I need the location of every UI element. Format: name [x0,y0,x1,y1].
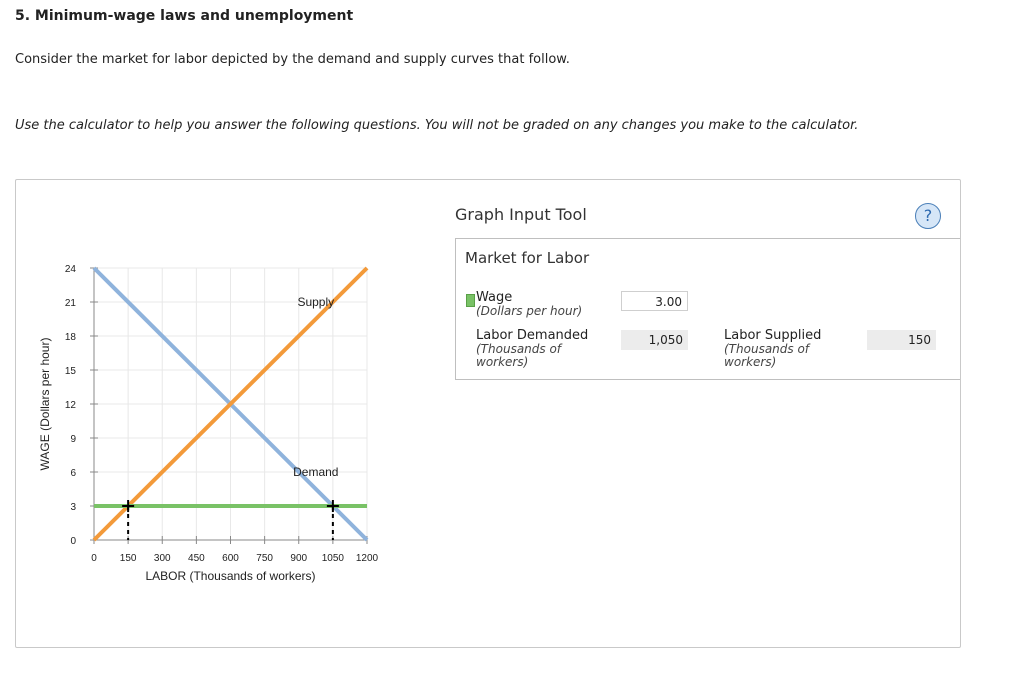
y-tick-label: 9 [70,434,76,445]
y-tick-label: 21 [65,298,77,309]
help-icon[interactable]: ? [915,203,941,229]
x-tick-label: 600 [222,553,239,564]
question-intro: Consider the market for labor depicted b… [15,52,570,67]
x-tick-label: 1200 [356,553,379,564]
demand-label: Demand [293,465,338,479]
x-tick-label: 1050 [322,553,345,564]
labor-market-chart[interactable]: 0 3 6 9 12 15 18 21 24 0 150 300 450 600 750 900 1050 120… [16,180,446,647]
wage-input[interactable]: 3.00 [621,291,688,311]
y-tick-label: 6 [70,468,76,479]
wage-label: Wage [476,290,513,305]
x-tick-label: 450 [188,553,205,564]
x-axis-label: LABOR (Thousands of workers) [145,569,315,583]
x-tick-label: 300 [154,553,171,564]
x-tick-label: 150 [120,553,137,564]
tool-title: Graph Input Tool [455,205,587,224]
wage-color-swatch [466,294,475,307]
market-title: Market for Labor [465,249,590,267]
labor-demanded-label: Labor Demanded [476,328,589,343]
labor-supplied-value: 150 [867,330,936,350]
y-tick-label: 24 [65,264,77,275]
y-tick-label: 18 [65,332,77,343]
y-tick-label: 3 [70,502,76,513]
labor-supplied-unit: (Thousands of workers) [724,342,810,369]
question-title: 5. Minimum-wage laws and unemployment [15,8,354,24]
question-instructions: Use the calculator to help you answer th… [15,118,859,133]
wage-unit: (Dollars per hour) [476,304,583,318]
y-tick-label: 12 [65,400,77,411]
y-axis-label: WAGE (Dollars per hour) [38,338,52,471]
x-tick-label: 900 [290,553,307,564]
x-tick-label: 0 [91,553,97,564]
y-tick-label: 0 [70,536,76,547]
y-tick-label: 15 [65,366,77,377]
market-input-box: Market for Labor Wage (Dollars per hour)… [455,238,960,380]
labor-supplied-label: Labor Supplied [724,328,822,343]
labor-demanded-unit: (Thousands of workers) [476,342,562,369]
graph-input-panel: 0 3 6 9 12 15 18 21 24 0 150 300 450 600 750 900 1050 120… [15,179,961,648]
x-tick-label: 750 [256,553,273,564]
supply-label: Supply [297,295,334,309]
labor-demanded-value: 1,050 [621,330,688,350]
supply-line [92,266,369,542]
